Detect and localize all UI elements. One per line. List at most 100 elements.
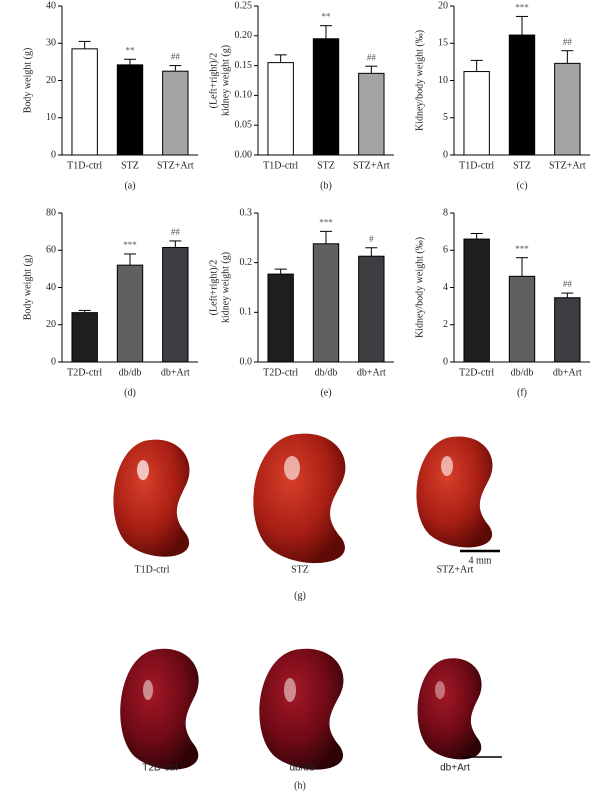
significance-label: **	[322, 12, 332, 22]
y-tick-label: 20	[46, 75, 56, 86]
panel-label: (a)	[124, 180, 135, 191]
panel-label: (h)	[294, 780, 306, 791]
panel-label: (f)	[517, 387, 527, 398]
y-axis-label: Body weight (g)	[22, 48, 33, 114]
x-tick-label: STZ+Art	[549, 160, 586, 171]
photo-label: STZ+Art	[437, 564, 474, 575]
y-tick-label: 60	[46, 245, 56, 256]
significance-label: ##	[367, 52, 377, 62]
x-tick-label: db/db	[315, 367, 338, 378]
highlight	[143, 680, 153, 700]
photo-label: STZ	[291, 564, 309, 575]
x-tick-label: db+Art	[161, 367, 190, 378]
bar	[162, 70, 189, 156]
bar	[554, 62, 581, 156]
x-tick-label: T1D-ctrl	[263, 160, 298, 171]
y-axis-label: Body weight (g)	[22, 255, 33, 321]
y-tick-label: 2	[443, 319, 448, 330]
kidney-image	[253, 433, 346, 564]
significance-label: ##	[563, 279, 573, 289]
y-tick-label: 15	[438, 38, 448, 49]
highlight	[137, 460, 149, 480]
significance-label: ##	[563, 37, 573, 47]
significance-label: ***	[123, 240, 137, 250]
photo-label: T2D-ctrl	[142, 763, 178, 774]
y-tick-label: 4	[443, 282, 448, 293]
bar	[116, 264, 144, 363]
y-tick-label: 30	[46, 38, 56, 49]
bar	[312, 38, 340, 156]
x-tick-label: T1D-ctrl	[67, 160, 102, 171]
x-tick-label: db+Art	[357, 367, 386, 378]
bar	[267, 273, 294, 363]
kidney-photos-h: T2D-ctrl db/db db+Art (h)	[120, 648, 502, 791]
highlight	[284, 456, 300, 480]
x-tick-label: db/db	[511, 367, 534, 378]
y-axis-label: kidney weight (g)	[220, 252, 231, 323]
bar	[116, 64, 144, 156]
bar	[162, 246, 189, 363]
y-tick-label: 10	[438, 75, 448, 86]
y-axis-label: (Left+right)/2	[208, 260, 219, 316]
x-tick-label: STZ	[513, 160, 531, 171]
x-tick-label: db+Art	[553, 367, 582, 378]
kidney-image	[259, 648, 344, 770]
panel-label: (b)	[320, 180, 332, 191]
y-tick-label: 0	[51, 356, 56, 367]
y-axis-label: kidney weight (g)	[220, 45, 231, 116]
kidney-image	[417, 658, 482, 760]
bar	[71, 312, 98, 363]
y-tick-label: 40	[46, 282, 56, 293]
y-tick-label: 6	[443, 245, 448, 256]
x-tick-label: db/db	[119, 367, 142, 378]
y-tick-label: 20	[46, 319, 56, 330]
highlight	[441, 456, 453, 476]
y-tick-label: 10	[46, 112, 56, 123]
y-tick-label: 0.00	[235, 149, 253, 160]
panel-label: (e)	[320, 387, 331, 398]
bar	[508, 34, 536, 156]
bar	[508, 275, 536, 363]
significance-label: ##	[171, 52, 181, 62]
y-tick-label: 0	[51, 149, 56, 160]
y-tick-label: 0	[443, 149, 448, 160]
highlight	[284, 678, 296, 702]
y-tick-label: 0	[443, 356, 448, 367]
significance-label: #	[369, 234, 374, 244]
x-tick-label: STZ+Art	[353, 160, 390, 171]
y-axis-label: (Left+right)/2	[208, 53, 219, 109]
significance-label: ***	[515, 244, 529, 254]
y-axis-label: Kidney/body weight (‰)	[414, 237, 425, 338]
significance-label: ***	[515, 2, 529, 12]
panel-label: (c)	[516, 180, 527, 191]
bar	[463, 238, 490, 363]
x-tick-label: T1D-ctrl	[459, 160, 494, 171]
y-tick-label: 0.05	[235, 119, 253, 130]
y-tick-label: 0.2	[240, 257, 253, 268]
x-tick-label: T2D-ctrl	[459, 367, 494, 378]
photo-label: T1D-ctrl	[135, 564, 170, 575]
panel-label: (d)	[124, 387, 136, 398]
kidney-image	[416, 436, 493, 548]
y-tick-label: 80	[46, 207, 56, 218]
significance-label: ##	[171, 227, 181, 237]
x-tick-label: STZ+Art	[157, 160, 194, 171]
kidney-image	[113, 439, 190, 557]
panel-label: (g)	[294, 590, 306, 601]
y-tick-label: 20	[438, 0, 448, 11]
significance-label: **	[126, 45, 136, 55]
y-tick-label: 0.3	[240, 207, 253, 218]
y-tick-label: 0.10	[235, 90, 253, 101]
y-tick-label: 40	[46, 0, 56, 11]
kidney-image	[120, 648, 199, 770]
bar	[312, 243, 340, 363]
y-tick-label: 8	[443, 207, 448, 218]
bar	[358, 72, 385, 156]
y-tick-label: 0.20	[235, 30, 253, 41]
bar	[463, 71, 490, 156]
kidney-photos-g: 4 mm T1D-ctrl STZ STZ+Art (g)	[113, 433, 500, 601]
y-tick-label: 0.0	[240, 356, 253, 367]
photo-label: db/db	[289, 763, 314, 774]
highlight	[435, 681, 445, 699]
